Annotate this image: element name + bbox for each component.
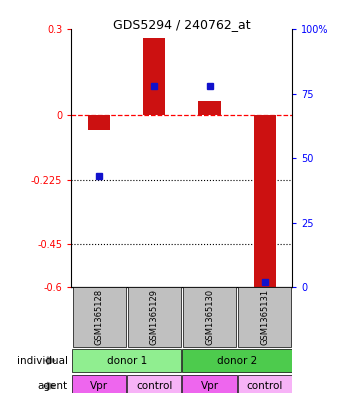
Bar: [183, 375, 237, 393]
Text: Vpr: Vpr: [90, 381, 108, 391]
Bar: [199, 101, 221, 115]
Bar: [72, 288, 125, 347]
Bar: [128, 288, 181, 347]
Text: GSM1365128: GSM1365128: [95, 289, 103, 345]
Bar: [238, 288, 291, 347]
Bar: [254, 115, 276, 287]
Bar: [183, 349, 292, 372]
Bar: [183, 288, 236, 347]
Text: Vpr: Vpr: [201, 381, 219, 391]
Text: GSM1365131: GSM1365131: [260, 289, 269, 345]
Bar: [72, 375, 126, 393]
Text: control: control: [136, 381, 172, 391]
Text: donor 2: donor 2: [217, 356, 257, 365]
Text: control: control: [246, 381, 283, 391]
Bar: [238, 375, 292, 393]
Text: GSM1365129: GSM1365129: [150, 289, 159, 345]
Bar: [143, 38, 165, 115]
Text: GDS5294 / 240762_at: GDS5294 / 240762_at: [113, 18, 251, 31]
Bar: [88, 115, 110, 130]
Text: agent: agent: [38, 381, 68, 391]
Text: donor 1: donor 1: [106, 356, 147, 365]
Bar: [127, 375, 181, 393]
Text: individual: individual: [17, 356, 68, 365]
Bar: [72, 349, 181, 372]
Text: GSM1365130: GSM1365130: [205, 289, 214, 345]
